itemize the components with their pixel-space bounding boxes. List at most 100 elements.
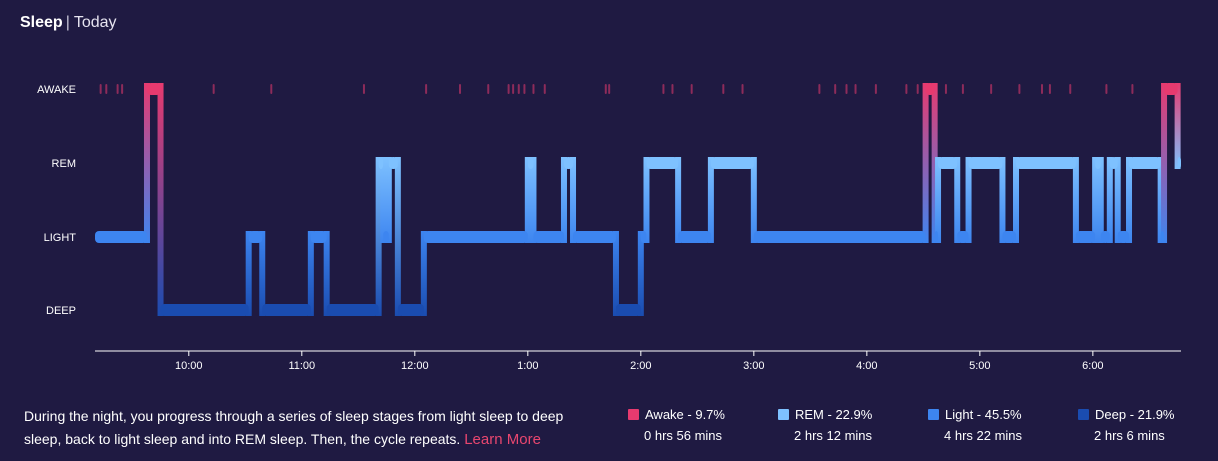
awake-swatch — [628, 409, 639, 420]
segment-light — [640, 231, 647, 243]
light-swatch — [928, 409, 939, 420]
stage-transition — [931, 83, 938, 243]
awake-blip — [523, 84, 526, 94]
stage-transition — [143, 83, 150, 243]
awake-blip — [212, 84, 215, 94]
awake-blip — [1131, 84, 1134, 94]
stage-transition — [1126, 157, 1133, 243]
period-label: Today — [73, 14, 117, 31]
awake-blip — [874, 84, 877, 94]
page-title: Sleep — [20, 14, 63, 31]
stage-transition — [570, 157, 577, 243]
segment-light — [753, 231, 926, 243]
segment-light — [248, 231, 263, 243]
legend-rem-label: REM - 22.9% — [795, 407, 873, 422]
awake-blip — [741, 84, 744, 94]
legend-awake-label: Awake - 9.7% — [645, 407, 725, 422]
rem-swatch — [778, 409, 789, 420]
segment-deep — [615, 304, 641, 316]
segment-rem — [388, 157, 398, 169]
x-tick-label: 5:00 — [969, 360, 990, 372]
stage-transition — [707, 157, 714, 243]
awake-blip — [1048, 84, 1051, 94]
segment-deep — [160, 304, 249, 316]
stage-transition — [643, 157, 650, 243]
stage-transition — [323, 231, 330, 316]
legend-deep-label: Deep - 21.9% — [1095, 407, 1175, 422]
segment-rem — [1016, 157, 1076, 169]
awake-blip — [543, 84, 546, 94]
stage-transition — [259, 231, 266, 316]
x-tick-label: 6:00 — [1082, 360, 1103, 372]
segment-rem — [563, 157, 574, 169]
segment-rem — [378, 157, 384, 169]
x-tick-label: 10:00 — [175, 360, 203, 372]
stage-transition — [1106, 157, 1113, 243]
awake-blip — [662, 84, 665, 94]
awake-blip — [512, 84, 515, 94]
awake-blip — [818, 84, 821, 94]
awake-blip — [1069, 84, 1072, 94]
stage-transition — [675, 157, 682, 243]
stage-transition — [999, 157, 1006, 243]
awake-blip — [532, 84, 535, 94]
stage-transition — [375, 157, 382, 316]
awake-blip — [671, 84, 674, 94]
awake-blip — [1018, 84, 1021, 94]
x-tick-label: 3:00 — [743, 360, 764, 372]
segment-light — [934, 231, 939, 243]
segment-light — [95, 231, 147, 243]
x-tick-label: 11:00 — [288, 360, 315, 372]
legend-light-duration: 4 hrs 22 mins — [944, 428, 1023, 443]
segment-rem — [1109, 157, 1118, 169]
segment-light — [1160, 231, 1165, 243]
segment-deep — [397, 304, 424, 316]
segment-rem — [646, 157, 679, 169]
awake-blip — [487, 84, 490, 94]
stage-transition — [1157, 157, 1164, 243]
y-label-light: LIGHT — [44, 232, 77, 244]
chart-header: Sleep | Today — [20, 14, 117, 32]
stage-transition — [954, 157, 961, 243]
segment-deep — [326, 304, 379, 316]
segment-rem — [1129, 157, 1161, 169]
segment-rem — [527, 157, 534, 169]
awake-blip — [990, 84, 993, 94]
stage-transition — [1114, 157, 1121, 243]
stage-transition — [1097, 157, 1104, 243]
awake-blip — [916, 84, 919, 94]
learn-more-link[interactable]: Learn More — [464, 431, 541, 448]
stage-transition — [380, 157, 387, 243]
segment-light — [678, 231, 711, 243]
x-tick-label: 2:00 — [630, 360, 651, 372]
segment-light — [573, 231, 616, 243]
awake-blip — [105, 84, 108, 94]
stage-transition — [1092, 157, 1099, 243]
segment-light — [1117, 231, 1130, 243]
awake-blip — [690, 84, 693, 94]
x-tick-label: 1:00 — [517, 360, 538, 372]
y-label-deep: DEEP — [46, 305, 76, 317]
awake-blip — [1041, 84, 1044, 94]
segment-light — [310, 231, 327, 243]
segment-light — [533, 231, 564, 243]
stage-transition — [637, 231, 644, 316]
segment-rem — [710, 157, 754, 169]
awake-blip — [270, 84, 273, 94]
segment-awake — [925, 83, 935, 95]
stage-transition — [935, 157, 942, 243]
awake-blip — [425, 84, 428, 94]
stage-transition — [245, 231, 252, 316]
segment-light — [423, 231, 528, 243]
stage-transition — [560, 157, 567, 243]
legend-deep: Deep - 21.9% 2 hrs 6 mins — [1078, 406, 1175, 443]
awake-blip — [121, 84, 124, 94]
segment-rem — [1095, 157, 1101, 169]
legend-awake-duration: 0 hrs 56 mins — [644, 428, 723, 443]
segment-light — [1075, 231, 1096, 243]
awake-blip — [604, 84, 607, 94]
description: During the night, you progress through a… — [24, 405, 579, 451]
awake-blip — [362, 84, 365, 94]
awake-blip — [608, 84, 611, 94]
segment-rem — [968, 157, 1003, 169]
